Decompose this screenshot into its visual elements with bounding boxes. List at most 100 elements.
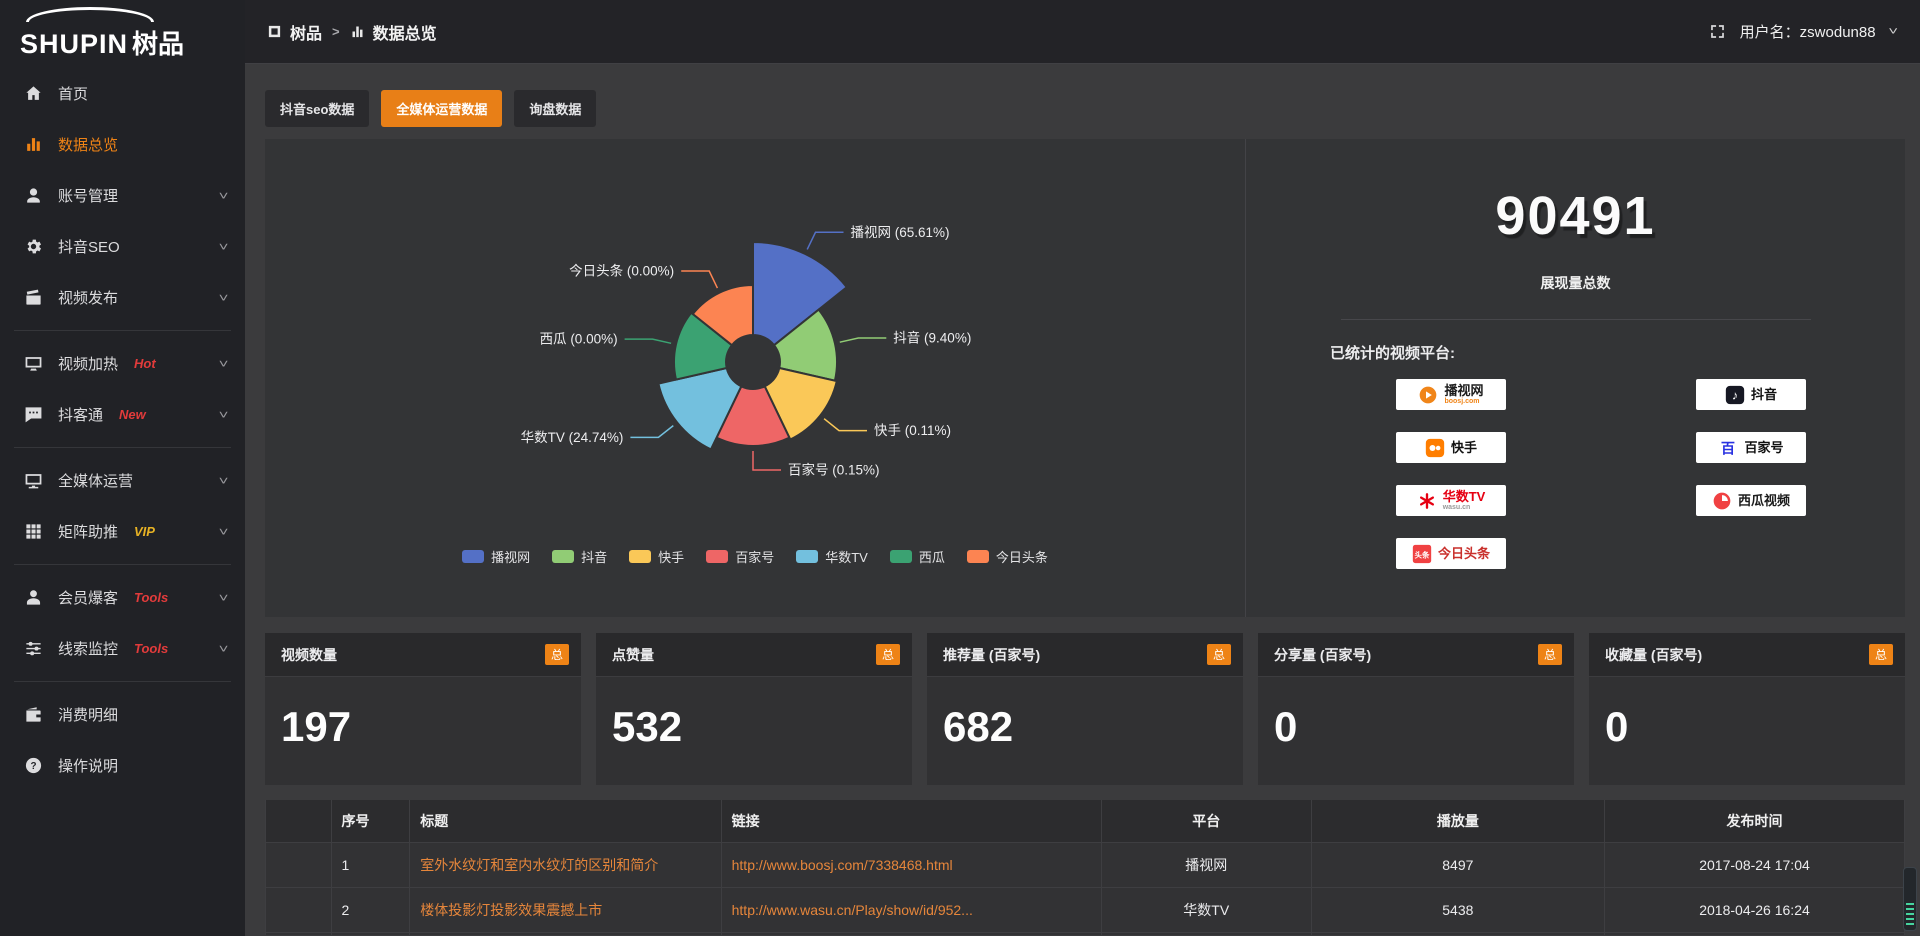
total-badge[interactable]: 总 (1537, 644, 1562, 665)
legend-item-抖音[interactable]: 抖音 (552, 547, 607, 566)
select-all-header (265, 800, 332, 843)
cell-time: 2017-08-24 17:04 (1604, 842, 1905, 888)
table-row: 1 室外水纹灯和室内水纹灯的区别和简介 http://www.boosj.com/7… (265, 842, 1905, 888)
svg-text:?: ? (30, 761, 36, 772)
platform-badge-今日头条[interactable]: 头条 今日头条 (1396, 538, 1506, 569)
pie-slice-今日头条[interactable] (691, 283, 754, 347)
platform-badge-抖音[interactable]: ♪ 抖音 (1696, 379, 1806, 410)
sidebar-item-账号管理[interactable]: 账号管理 ˅ (0, 170, 245, 221)
heat-icon (24, 354, 43, 373)
stat-card-header: 点赞量 总 (596, 633, 912, 677)
pie-label-line (624, 338, 672, 345)
sidebar-item-label: 抖客通 (58, 407, 104, 424)
stat-card-value: 197 (281, 703, 352, 750)
legend-item-百家号[interactable]: 百家号 (706, 547, 774, 566)
pie-slice-华数TV[interactable] (657, 366, 743, 451)
sidebar-divider (14, 447, 231, 448)
sidebar-divider (14, 330, 231, 331)
toutiao-logo-icon: 头条 (1412, 544, 1432, 564)
sidebar-item-label: 会员爆客 (58, 590, 119, 607)
total-badge[interactable]: 总 (1868, 644, 1893, 665)
column-header-链接: 链接 (720, 800, 1102, 843)
stat-card-value: 682 (943, 703, 1014, 750)
sidebar-item-操作说明[interactable]: ? 操作说明 (0, 740, 245, 791)
stat-card-header: 视频数量 总 (265, 633, 581, 677)
platform-share-pie-chart: 播视网 (65.61%) 抖音 (9.40%) 快手 (0.11%) 百家号 (0.1… (265, 139, 1245, 617)
legend-item-快手[interactable]: 快手 (629, 547, 684, 566)
pie-slice-西瓜[interactable] (673, 311, 734, 381)
sidebar-item-全媒体运营[interactable]: 全媒体运营 ˅ (0, 455, 245, 506)
platform-badge-grid: 播视网 boosj.com ♪ 抖音快手 百百家号华数TV wasu.cn 西瓜视频头条 今日… (1246, 379, 1905, 569)
sidebar-item-tag: Hot (134, 356, 156, 371)
legend-swatch (889, 550, 912, 563)
fullscreen-icon[interactable] (1709, 23, 1726, 40)
user-icon (24, 186, 43, 205)
sidebar-item-label: 抖音SEO (58, 239, 120, 256)
sidebar-item-抖音SEO[interactable]: 抖音SEO ˅ (0, 221, 245, 272)
sidebar-item-会员爆客[interactable]: 会员爆客 Tools ˅ (0, 572, 245, 623)
breadcrumb: 树品 > 数据总览 (267, 20, 437, 44)
platform-badge-百家号[interactable]: 百百家号 (1696, 432, 1806, 463)
tab-全媒体运营数据[interactable]: 全媒体运营数据 (381, 90, 503, 127)
cell-time: 2018-04-26 16:24 (1604, 887, 1905, 933)
cell-index: 1 (330, 842, 411, 888)
breadcrumb-root[interactable]: 树品 (290, 25, 323, 43)
sidebar-item-线索监控[interactable]: 线索监控 Tools ˅ (0, 623, 245, 674)
cell-title[interactable]: 室外水纹灯和室内水纹灯的区别和简介 (409, 842, 722, 888)
legend-label: 今日头条 (995, 550, 1048, 565)
username-label[interactable]: 用户名：zswodun88 (1739, 24, 1876, 41)
legend-item-西瓜[interactable]: 西瓜 (889, 547, 945, 566)
sidebar-item-消费明细[interactable]: 消费明细 (0, 689, 245, 740)
brand-square-icon (267, 24, 282, 39)
total-badge[interactable]: 总 (1206, 644, 1231, 665)
total-badge[interactable]: 总 (544, 644, 569, 665)
xigua-logo-icon (1712, 491, 1732, 511)
sidebar-item-tag: VIP (134, 524, 155, 539)
platform-badge-播视网[interactable]: 播视网 boosj.com (1396, 379, 1506, 410)
platform-badge-西瓜视频[interactable]: 西瓜视频 (1696, 485, 1806, 516)
kuaishou-logo-icon (1425, 438, 1445, 458)
platform-badge-label: 播视网 (1444, 383, 1484, 398)
platform-badge-华数TV[interactable]: 华数TV wasu.cn (1396, 485, 1506, 516)
legend-label: 抖音 (581, 550, 608, 565)
pie-label-line (806, 231, 844, 250)
legend-item-今日头条[interactable]: 今日头条 (966, 547, 1048, 566)
legend-swatch (552, 550, 575, 563)
sidebar-item-视频发布[interactable]: 视频发布 ˅ (0, 272, 245, 323)
total-badge[interactable]: 总 (875, 644, 900, 665)
tab-抖音seo数据[interactable]: 抖音seo数据 (265, 90, 370, 127)
cell-link[interactable]: http://www.wasu.cn/Play/show/id/952... (720, 887, 1102, 933)
legend-label: 华数TV (825, 550, 868, 565)
stat-card-视频数量: 视频数量 总 197 (265, 633, 581, 785)
platform-badge-快手[interactable]: 快手 (1396, 432, 1506, 463)
sidebar-item-视频加热[interactable]: 视频加热 Hot ˅ (0, 338, 245, 389)
legend-item-华数TV[interactable]: 华数TV (796, 547, 868, 566)
legend-item-播视网[interactable]: 播视网 (462, 547, 530, 566)
legend-label: 西瓜 (918, 550, 945, 565)
tab-询盘数据[interactable]: 询盘数据 (514, 90, 597, 127)
sidebar-nav: 首页 数据总览 账号管理 ˅ 抖音SEO ˅ 视频发布 ˅ 视频加热 Hot ˅ 抖客通 New ˅ 全媒体… (0, 62, 245, 791)
sidebar-item-label: 操作说明 (58, 758, 119, 775)
sidebar-item-数据总览[interactable]: 数据总览 (0, 119, 245, 170)
scrollbar[interactable] (1903, 867, 1917, 931)
cell-link[interactable]: http://www.boosj.com/7338468.html (720, 842, 1102, 888)
wasu-logo-icon (1417, 491, 1437, 511)
sidebar-item-矩阵助推[interactable]: 矩阵助推 VIP ˅ (0, 506, 245, 557)
pie-label-抖音: 抖音 (9.40%) (893, 330, 971, 346)
app-logo[interactable]: SHUPIN 树品 (0, 0, 245, 62)
sidebar-divider (14, 564, 231, 565)
cell-title[interactable]: 楼体投影灯投影效果震撼上市 (409, 887, 722, 933)
pie-slice-播视网[interactable] (752, 240, 849, 347)
chevron-down-icon[interactable]: ˅ (1887, 25, 1898, 38)
stat-card-title: 视频数量 (281, 646, 337, 663)
sidebar-item-label: 视频加热 (58, 356, 119, 373)
legend-label: 百家号 (735, 550, 775, 565)
pie-label-今日头条: 今日头条 (0.00%) (569, 263, 674, 279)
pie-label-line (630, 425, 674, 439)
boosj-logo-icon (1418, 385, 1438, 405)
sidebar-item-抖客通[interactable]: 抖客通 New ˅ (0, 389, 245, 440)
grid-icon (24, 522, 43, 541)
sidebar-item-首页[interactable]: 首页 (0, 68, 245, 119)
video-icon (24, 288, 43, 307)
chevron-down-icon: ˅ (218, 473, 229, 488)
